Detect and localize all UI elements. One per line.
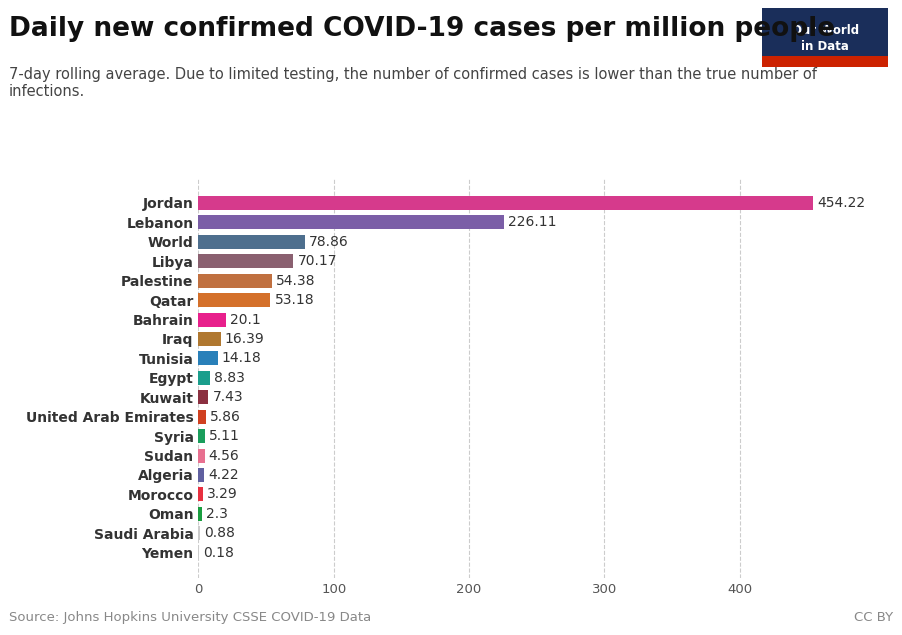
Bar	[198, 351, 217, 365]
Text: 5.86: 5.86	[210, 410, 242, 424]
Bar	[198, 429, 206, 443]
Text: 3.29: 3.29	[207, 488, 238, 502]
Bar	[198, 371, 210, 385]
Text: Source: Johns Hopkins University CSSE COVID-19 Data: Source: Johns Hopkins University CSSE CO…	[9, 611, 372, 624]
Text: 0.88: 0.88	[204, 526, 235, 540]
Bar	[198, 274, 272, 288]
Text: 4.56: 4.56	[208, 448, 239, 462]
Bar	[198, 332, 221, 346]
Text: 7.43: 7.43	[213, 391, 244, 404]
Text: 0.18: 0.18	[203, 545, 234, 559]
Bar	[198, 488, 203, 502]
Text: 53.18: 53.18	[274, 293, 314, 307]
Text: 2.3: 2.3	[206, 507, 227, 521]
Text: 5.11: 5.11	[209, 429, 240, 443]
Text: 14.18: 14.18	[222, 351, 262, 365]
Bar	[198, 312, 226, 326]
Text: Our World: Our World	[792, 24, 859, 37]
Bar	[198, 235, 305, 249]
Text: 7-day rolling average. Due to limited testing, the number of confirmed cases is : 7-day rolling average. Due to limited te…	[9, 67, 817, 99]
Text: 454.22: 454.22	[817, 196, 865, 210]
Text: in Data: in Data	[801, 40, 850, 53]
Text: 4.22: 4.22	[208, 468, 239, 482]
Text: CC BY: CC BY	[854, 611, 893, 624]
Text: 54.38: 54.38	[276, 274, 316, 288]
Bar	[198, 526, 199, 540]
Text: 226.11: 226.11	[509, 215, 557, 229]
Bar	[198, 254, 293, 268]
Bar	[198, 391, 208, 404]
Text: Daily new confirmed COVID-19 cases per million people: Daily new confirmed COVID-19 cases per m…	[9, 16, 835, 42]
Bar	[198, 410, 207, 424]
Bar	[198, 448, 205, 462]
FancyBboxPatch shape	[762, 56, 888, 67]
Text: 8.83: 8.83	[215, 371, 245, 385]
Bar	[198, 196, 813, 210]
Text: 16.39: 16.39	[225, 332, 264, 346]
Text: 70.17: 70.17	[298, 254, 337, 268]
Bar	[198, 293, 271, 307]
Text: 78.86: 78.86	[309, 235, 349, 249]
Bar	[198, 507, 201, 521]
Bar	[198, 215, 504, 229]
Bar	[198, 468, 204, 482]
Text: 20.1: 20.1	[230, 312, 261, 326]
FancyBboxPatch shape	[762, 8, 888, 56]
